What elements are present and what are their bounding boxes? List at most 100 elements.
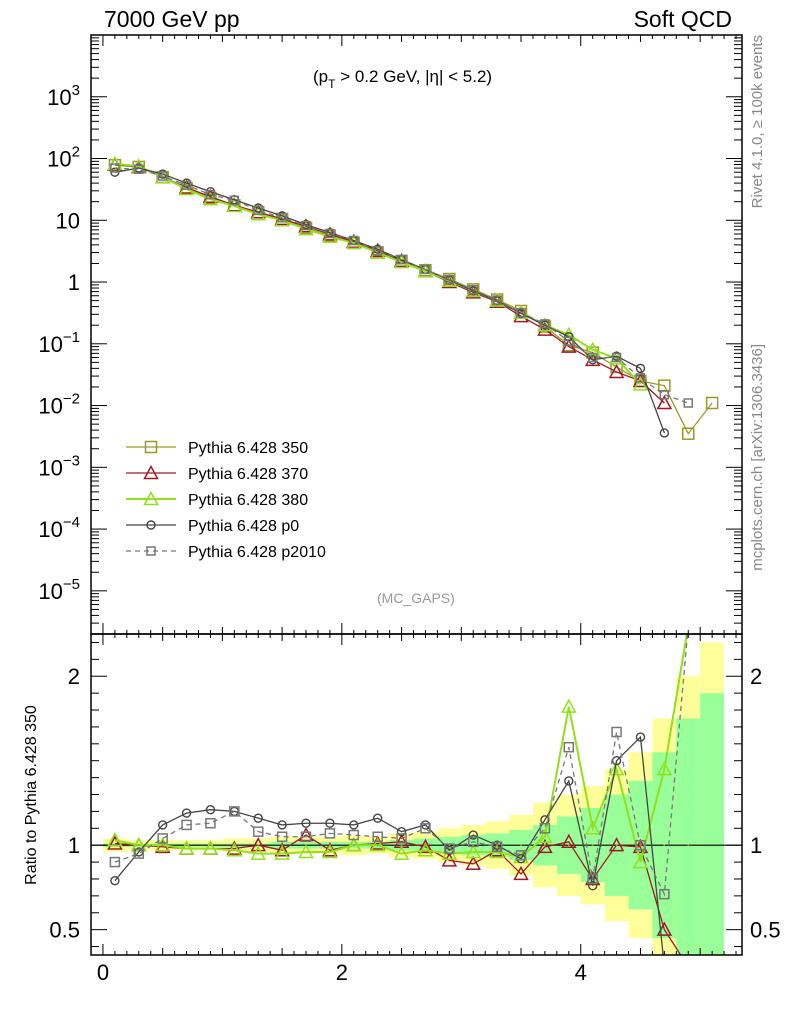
ratio-point-pythia-6-428-p0 bbox=[181, 808, 192, 818]
ratio-point-pythia-6-428-370 bbox=[107, 835, 123, 850]
data-point-pythia-6-428-p2010 bbox=[683, 398, 693, 408]
ratio-point-pythia-6-428-p0 bbox=[110, 875, 120, 886]
x-tick-label: 4 bbox=[575, 960, 587, 985]
ratio-line-pythia-6-428-p2010 bbox=[114, 634, 689, 897]
ratio-y-tick-label-right: 2 bbox=[750, 664, 762, 689]
ratio-point-pythia-6-428-p0 bbox=[587, 881, 598, 891]
data-point-pythia-6-428-p2010 bbox=[157, 171, 168, 181]
ratio-point-pythia-6-428-p0 bbox=[277, 820, 287, 830]
ratio-point-pythia-6-428-p0 bbox=[349, 820, 359, 830]
uncertainty-band-inner bbox=[676, 718, 701, 955]
ratio-point-pythia-6-428-p2010 bbox=[444, 843, 455, 854]
ratio-point-pythia-6-428-p2010 bbox=[252, 826, 264, 837]
data-point-pythia-6-428-350 bbox=[681, 427, 695, 440]
data-point-pythia-6-428-370 bbox=[656, 394, 673, 410]
legend-label-pythia-6-428-380: Pythia 6.428 380 bbox=[188, 492, 308, 509]
ratio-point-pythia-6-428-p0 bbox=[611, 756, 622, 766]
data-point-pythia-6-428-p2010 bbox=[372, 246, 383, 256]
analysis-tag: (MC_GAPS) bbox=[377, 590, 455, 606]
ratio-point-pythia-6-428-370 bbox=[369, 835, 386, 850]
ratio-point-pythia-6-428-380 bbox=[682, 619, 695, 631]
data-point-pythia-6-428-p2010 bbox=[444, 274, 455, 285]
ratio-y-tick-label-left: 0.5 bbox=[49, 918, 80, 943]
ratio-point-pythia-6-428-380 bbox=[632, 854, 649, 869]
y-tick-label: 103 bbox=[47, 82, 80, 110]
x-tick-label: 0 bbox=[97, 960, 109, 985]
ratio-point-pythia-6-428-p2010 bbox=[635, 839, 646, 851]
ratio-point-pythia-6-428-370 bbox=[513, 865, 529, 881]
series-line-pythia-6-428-p2010 bbox=[114, 167, 689, 404]
ratio-point-pythia-6-428-380 bbox=[561, 698, 577, 713]
ratio-point-pythia-6-428-p2010 bbox=[372, 831, 383, 842]
ratio-point-pythia-6-428-380 bbox=[131, 837, 147, 852]
ratio-point-pythia-6-428-370 bbox=[441, 852, 458, 867]
uncertainty-band-inner bbox=[700, 693, 725, 955]
ratio-point-pythia-6-428-370 bbox=[682, 960, 695, 972]
data-point-pythia-6-428-p2010 bbox=[396, 254, 407, 265]
ratio-y-tick-label-left: 1 bbox=[68, 833, 80, 858]
ratio-point-pythia-6-428-p0 bbox=[205, 805, 216, 815]
ratio-point-pythia-6-428-p2010 bbox=[229, 806, 240, 817]
ratio-point-pythia-6-428-380 bbox=[298, 843, 314, 859]
ratio-point-pythia-6-428-p0 bbox=[468, 830, 478, 840]
mcplots-citation-label: mcplots.cern.ch [arXiv:1306.3436] bbox=[749, 344, 766, 571]
data-point-pythia-6-428-370 bbox=[608, 363, 625, 379]
data-point-pythia-6-428-p2010 bbox=[587, 352, 598, 363]
ratio-point-pythia-6-428-p2010 bbox=[515, 850, 527, 861]
ratio-point-pythia-6-428-380 bbox=[250, 845, 266, 860]
ratio-point-pythia-6-428-p2010 bbox=[205, 817, 216, 829]
series-line-pythia-6-428-p0 bbox=[114, 167, 665, 434]
legend-marker-pythia-6-428-p0 bbox=[146, 520, 156, 530]
ratio-y-axis-label: Ratio to Pythia 6.428 350 bbox=[23, 705, 40, 885]
ratio-point-pythia-6-428-380 bbox=[584, 820, 601, 835]
ratio-point-pythia-6-428-p2010 bbox=[181, 819, 192, 831]
y-tick-label: 10−5 bbox=[38, 576, 80, 604]
ratio-point-pythia-6-428-380 bbox=[226, 842, 243, 857]
ratio-point-pythia-6-428-p0 bbox=[157, 820, 168, 830]
ratio-point-pythia-6-428-380 bbox=[154, 837, 171, 852]
series-line-pythia-6-428-350 bbox=[114, 164, 713, 435]
data-point-pythia-6-428-p2010 bbox=[516, 307, 526, 318]
data-point-pythia-6-428-p2010 bbox=[492, 295, 502, 305]
data-point-pythia-6-428-p2010 bbox=[468, 285, 478, 295]
ratio-point-pythia-6-428-370 bbox=[561, 833, 577, 849]
legend-label-pythia-6-428-350: Pythia 6.428 350 bbox=[188, 440, 308, 457]
ratio-point-pythia-6-428-370 bbox=[489, 842, 505, 857]
ratio-point-pythia-6-428-370 bbox=[226, 840, 243, 855]
ratio-point-pythia-6-428-380 bbox=[465, 843, 481, 859]
data-point-pythia-6-428-p2010 bbox=[181, 180, 192, 190]
left-title: 7000 GeV pp bbox=[104, 6, 240, 32]
data-point-pythia-6-428-p2010 bbox=[277, 212, 287, 223]
data-point-pythia-6-428-380 bbox=[226, 197, 243, 213]
data-point-pythia-6-428-p2010 bbox=[301, 220, 311, 231]
series-line-pythia-6-428-380 bbox=[114, 162, 642, 386]
data-point-pythia-6-428-p2010 bbox=[110, 163, 120, 173]
ratio-point-pythia-6-428-p2010 bbox=[491, 841, 503, 853]
ratio-point-pythia-6-428-p2010 bbox=[276, 831, 288, 842]
legend-label-pythia-6-428-p0: Pythia 6.428 p0 bbox=[188, 518, 299, 535]
ratio-point-pythia-6-428-p0 bbox=[325, 818, 335, 828]
ratio-point-pythia-6-428-p0 bbox=[253, 813, 263, 823]
ratio-point-pythia-6-428-370 bbox=[274, 842, 290, 857]
data-point-pythia-6-428-p2010 bbox=[205, 189, 216, 200]
data-point-pythia-6-428-p2010 bbox=[540, 319, 550, 329]
ratio-point-pythia-6-428-p0 bbox=[396, 826, 407, 837]
legend-marker-pythia-6-428-p2010 bbox=[146, 546, 156, 556]
data-point-pythia-6-428-p2010 bbox=[611, 352, 622, 363]
y-tick-label: 102 bbox=[47, 144, 80, 172]
ratio-point-pythia-6-428-370 bbox=[537, 838, 553, 854]
data-point-pythia-6-428-p0 bbox=[659, 428, 670, 438]
ratio-point-pythia-6-428-p2010 bbox=[684, 621, 693, 630]
ratio-point-pythia-6-428-p2010 bbox=[300, 831, 312, 842]
ratio-point-pythia-6-428-p2010 bbox=[157, 833, 168, 844]
ratio-point-pythia-6-428-p0 bbox=[301, 818, 311, 828]
data-point-pythia-6-428-p2010 bbox=[635, 373, 646, 383]
data-point-pythia-6-428-p2010 bbox=[253, 205, 263, 216]
ratio-y-tick-label-right: 1 bbox=[750, 833, 762, 858]
rivet-version-label: Rivet 4.1.0, ≥ 100k events bbox=[749, 35, 766, 208]
ratio-point-pythia-6-428-p2010 bbox=[133, 848, 145, 859]
data-point-pythia-6-428-p2010 bbox=[420, 264, 431, 275]
ratio-point-pythia-6-428-370 bbox=[250, 837, 266, 852]
ratio-point-pythia-6-428-370 bbox=[322, 842, 338, 857]
